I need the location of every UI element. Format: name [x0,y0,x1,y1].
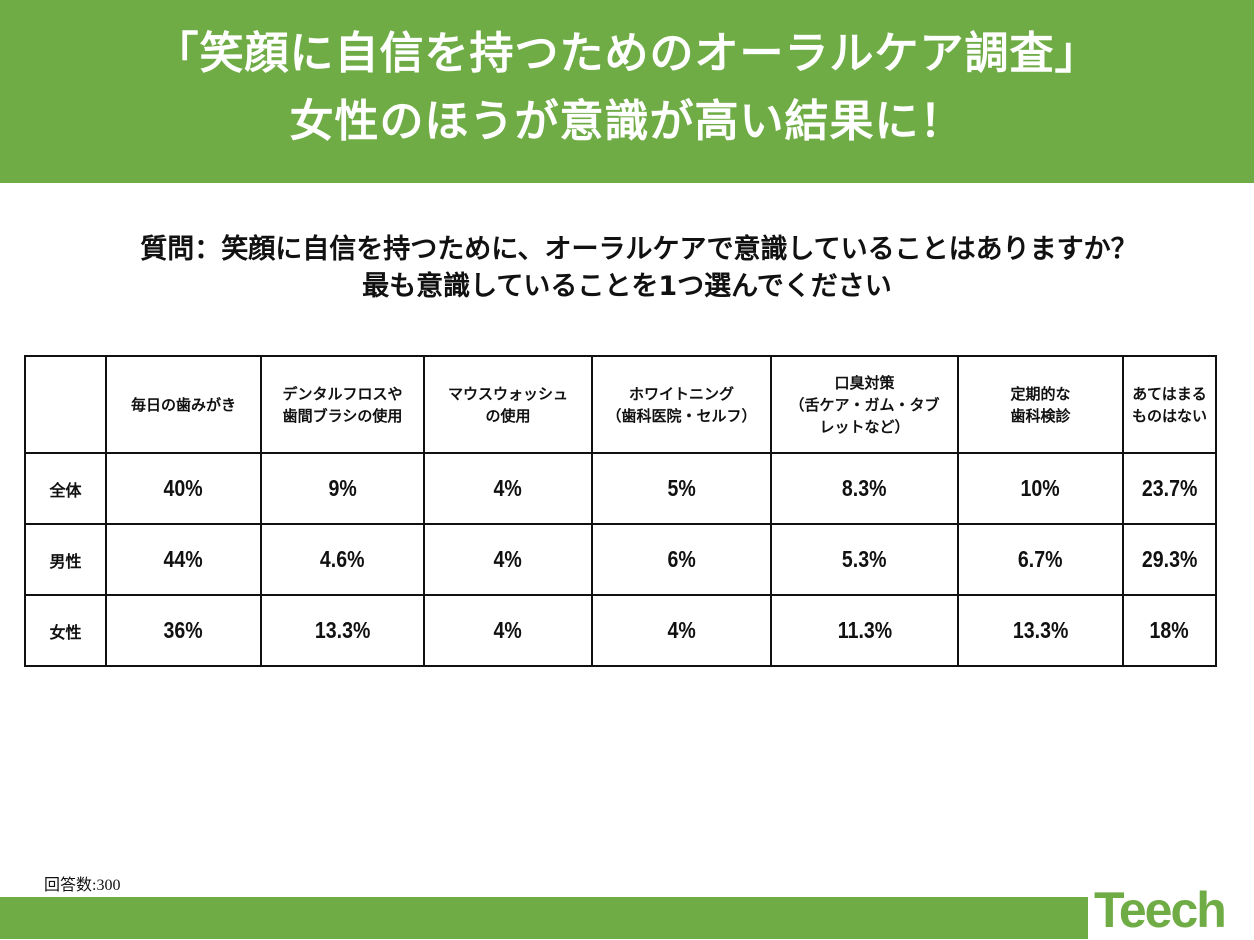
table-row-male: 男性 44% 4.6% 4% 6% 5.3% 6.7% 29.3% [24,523,1217,596]
value-cell: 6.7% [957,523,1124,596]
col-header-line: あてはまる [1132,384,1207,403]
header-banner: 「笑顔に自信を持つためのオーラルケア調査」 女性のほうが意識が高い結果に！ [0,0,1254,183]
respondent-count: 回答数:300 [44,877,121,894]
col-header-line: の使用 [485,406,531,425]
value-text: 4% [667,617,696,643]
value-cell: 10% [957,452,1124,525]
footer-bar [0,897,1254,939]
value-text: 29.3% [1141,546,1198,572]
col-header-line: ホワイトニング [628,384,734,403]
value-text: 23.7% [1141,475,1198,501]
value-cell: 8.3% [770,452,959,525]
question-line1: 質問：笑顔に自信を持つために、オーラルケアで意識していることはありますか？ [140,234,1138,265]
col-header-daily-brushing: 毎日の歯みがき [105,355,262,454]
value-text: 13.3% [1012,617,1069,643]
value-text: 4.6% [320,546,365,572]
col-header-line: 歯科検診 [1010,406,1071,425]
row-label: 女性 [24,594,107,667]
row-label: 男性 [24,523,107,596]
value-text: 13.3% [314,617,371,643]
value-text: 4% [493,475,523,501]
value-text: 6.7% [1018,546,1063,572]
col-header-line: ものはない [1131,406,1207,425]
value-cell: 4% [423,452,593,525]
logo-background [1088,883,1254,939]
value-cell: 44% [105,523,262,596]
col-header-dental-checkup: 定期的な 歯科検診 [957,355,1124,454]
value-cell: 13.3% [957,594,1124,667]
value-cell: 18% [1122,594,1217,667]
col-header-line: （舌ケア・ガム・タブ [789,395,940,414]
col-header-none: あてはまる ものはない [1122,355,1217,454]
value-text: 5.3% [842,546,887,572]
results-table: 毎日の歯みがき デンタルフロスや 歯間ブラシの使用 マウスウォッシュ の使用 ホ… [24,355,1217,667]
value-text: 8.3% [842,475,887,501]
col-header-line: デンタルフロスや [282,384,403,403]
value-text: 5% [667,475,696,501]
value-cell: 9% [260,452,425,525]
table-header-row: 毎日の歯みがき デンタルフロスや 歯間ブラシの使用 マウスウォッシュ の使用 ホ… [24,355,1217,454]
teech-logo: Teech [1094,882,1227,938]
value-cell: 36% [105,594,262,667]
table-row-female: 女性 36% 13.3% 4% 4% 11.3% 13.3% 18% [24,594,1217,667]
value-text: 40% [163,475,204,501]
col-header-whitening: ホワイトニング （歯科医院・セルフ） [591,355,772,454]
table-row-all: 全体 40% 9% 4% 5% 8.3% 10% 23.7% [24,452,1217,525]
col-header-breath-care: 口臭対策 （舌ケア・ガム・タブ レットなど） [770,355,959,454]
col-header-line: （歯科医院・セルフ） [606,406,757,425]
col-header-line: 口臭対策 [834,373,895,392]
value-cell: 11.3% [770,594,959,667]
value-text: 11.3% [837,617,892,643]
value-text: 36% [163,617,204,643]
value-cell: 4% [591,594,772,667]
value-text: 44% [163,546,204,572]
col-header-line: 歯間ブラシの使用 [282,406,403,425]
col-header-line: レットなど） [819,417,910,436]
value-cell: 29.3% [1122,523,1217,596]
corner-cell [24,355,107,454]
value-cell: 6% [591,523,772,596]
question-line2: 最も意識していることを1つ選んでください [362,271,892,302]
value-cell: 5.3% [770,523,959,596]
row-label: 全体 [24,452,107,525]
value-text: 10% [1020,475,1061,501]
value-text: 6% [667,546,696,572]
value-cell: 4% [423,594,593,667]
value-text: 4% [493,546,523,572]
value-text: 4% [493,617,523,643]
value-cell: 40% [105,452,262,525]
value-text: 18% [1149,617,1190,643]
col-header-line: 定期的な [1010,384,1071,403]
col-header-floss: デンタルフロスや 歯間ブラシの使用 [260,355,425,454]
page-title-line1: 「笑顔に自信を持つためのオーラルケア調査」 [154,28,1100,79]
value-cell: 4% [423,523,593,596]
value-cell: 4.6% [260,523,425,596]
col-header-line: 毎日の歯みがき [130,395,236,414]
value-cell: 13.3% [260,594,425,667]
value-text: 9% [328,475,357,501]
col-header-line: マウスウォッシュ [447,384,568,403]
value-cell: 5% [591,452,772,525]
col-header-mouthwash: マウスウォッシュ の使用 [423,355,593,454]
page-title-line2: 女性のほうが意識が高い結果に！ [289,96,965,147]
value-cell: 23.7% [1122,452,1217,525]
